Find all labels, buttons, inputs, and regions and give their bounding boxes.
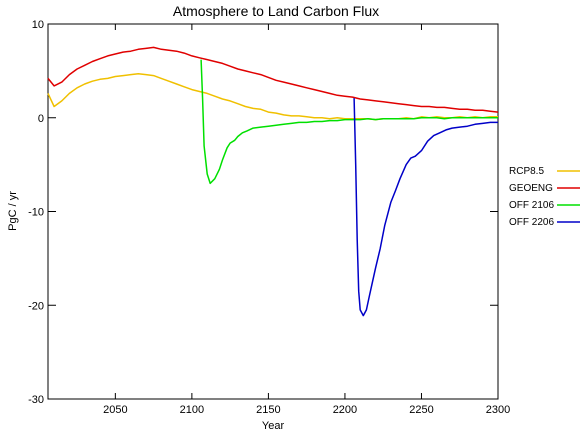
axis-ticks: 2050 2100 2150 2200 2250 2300 -30 -20 -10 0 10 xyxy=(28,19,510,416)
x-tick-label: 2050 xyxy=(103,404,127,416)
chart-title: Atmosphere to Land Carbon Flux xyxy=(173,3,379,19)
series-line-3 xyxy=(200,59,498,185)
legend: RCP8.5 GEOENG OFF 2106 OFF 2206 xyxy=(509,166,580,228)
series-lines xyxy=(47,46,499,317)
legend-label: OFF 2206 xyxy=(509,217,554,228)
x-tick-label: 2100 xyxy=(180,404,204,416)
legend-label: GEOENG xyxy=(509,183,553,194)
y-tick-label: 10 xyxy=(32,19,44,31)
y-tick-label: -10 xyxy=(28,207,44,219)
series-line-2 xyxy=(47,46,499,113)
y-tick-label: 0 xyxy=(38,113,44,125)
y-axis-title: PgC / yr xyxy=(7,191,19,231)
x-axis-title: Year xyxy=(262,420,285,432)
plot-frame xyxy=(47,23,499,400)
x-tick-label: 2250 xyxy=(409,404,433,416)
series-line-4 xyxy=(353,98,498,317)
x-tick-label: 2200 xyxy=(333,404,357,416)
y-tick-label: -30 xyxy=(28,394,44,406)
y-tick-label: -20 xyxy=(28,300,44,312)
series-line-1 xyxy=(47,72,498,121)
x-tick-label: 2150 xyxy=(256,404,280,416)
x-tick-label: 2300 xyxy=(486,404,510,416)
legend-label: OFF 2106 xyxy=(509,200,554,211)
legend-label: RCP8.5 xyxy=(509,166,544,177)
